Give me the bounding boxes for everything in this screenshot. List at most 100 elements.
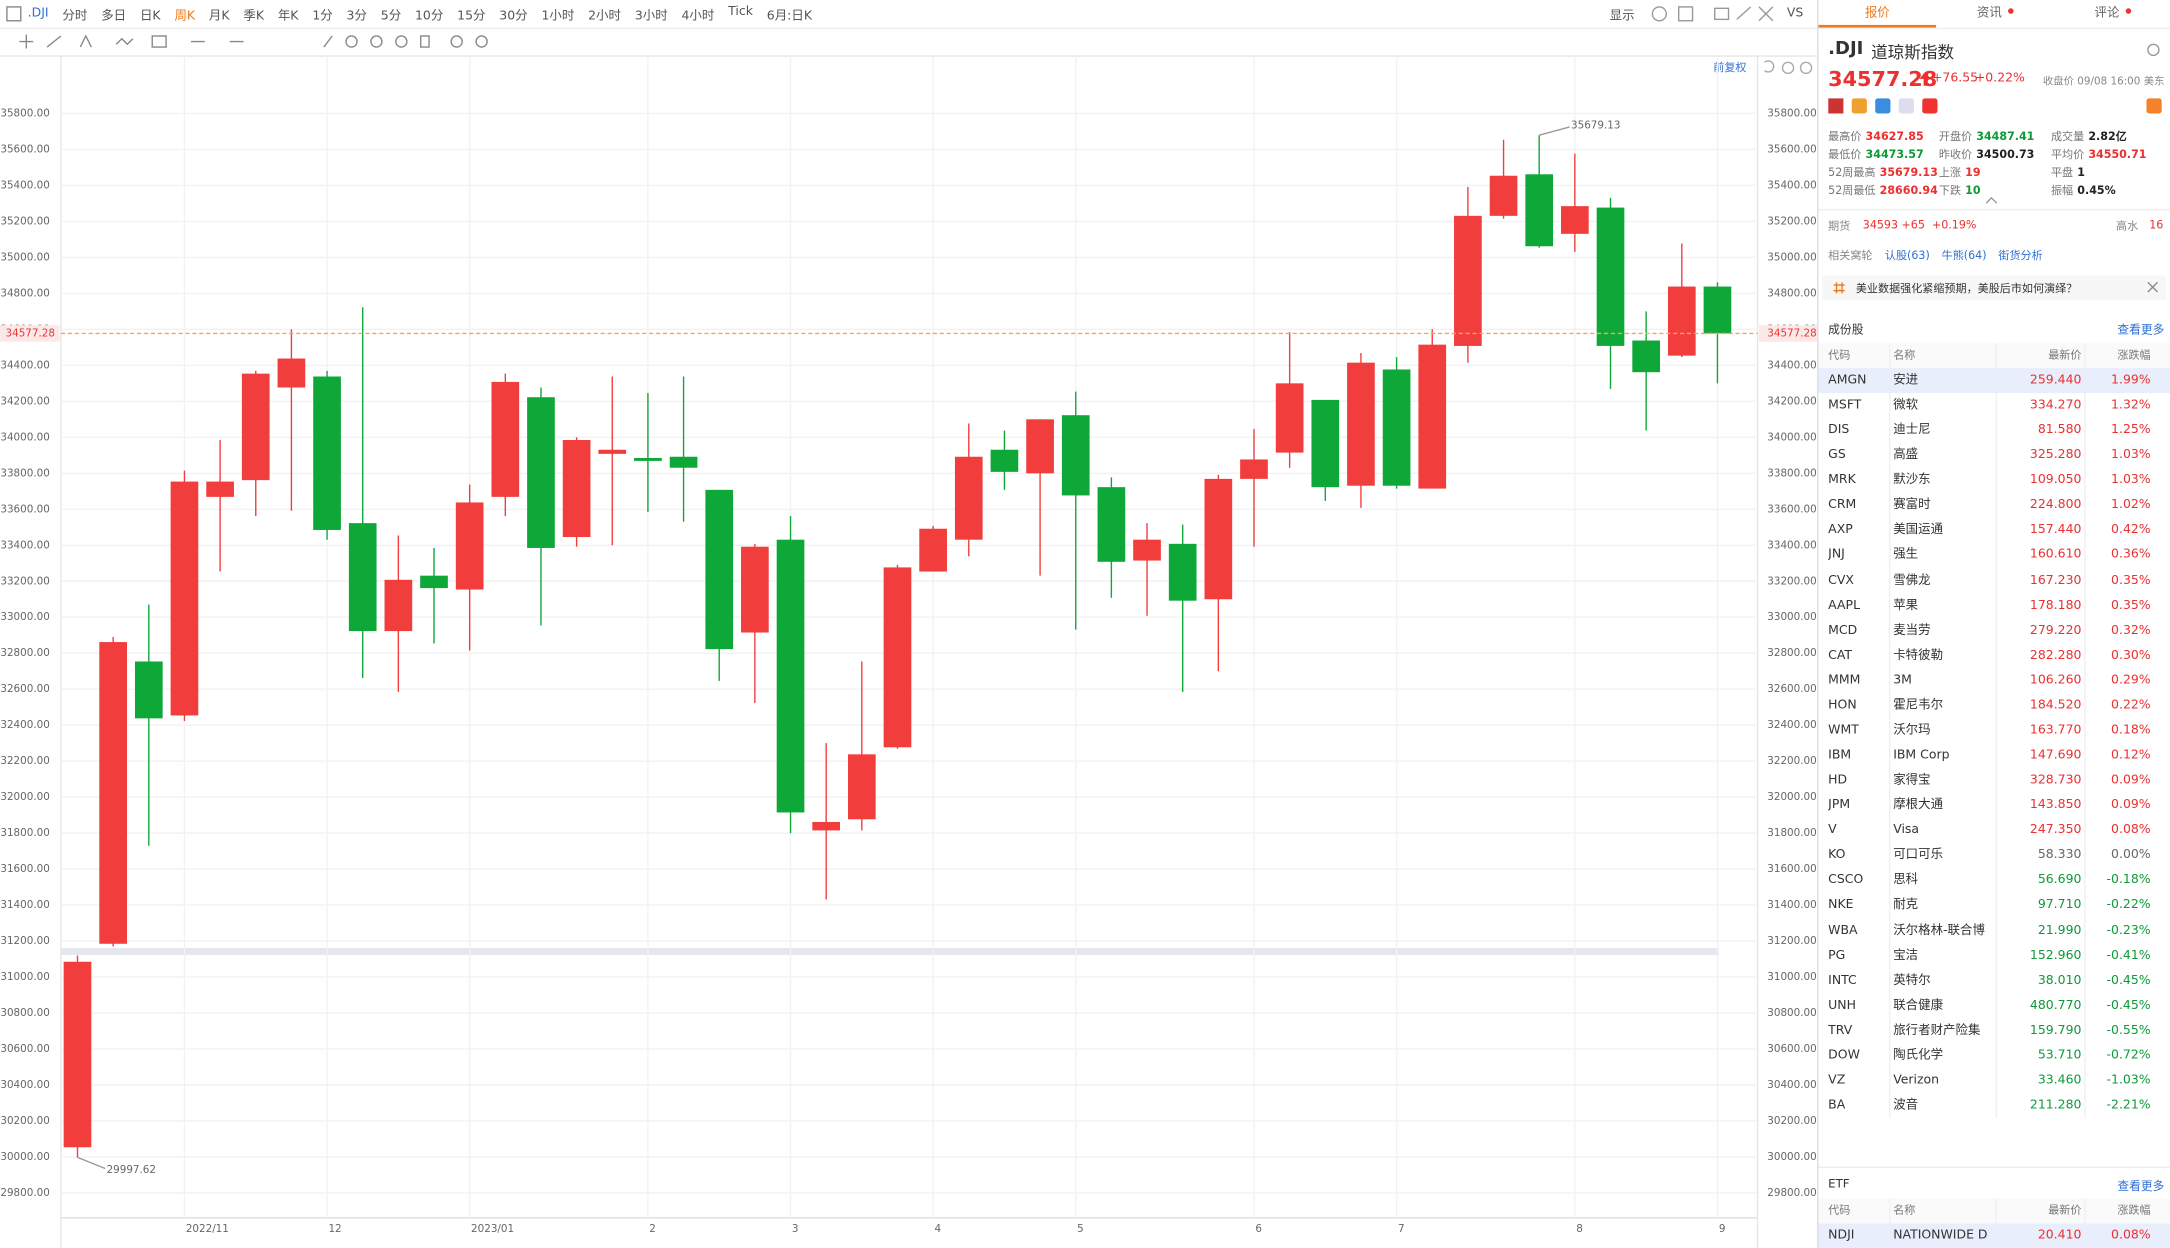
stat-label: 下跌 bbox=[1938, 184, 1962, 197]
period-option[interactable]: 周K bbox=[174, 8, 196, 23]
table-row[interactable]: V Visa 247.350 0.08% bbox=[1818, 818, 2170, 843]
warrant-link[interactable]: 街货分析 bbox=[1998, 249, 2043, 262]
table-row[interactable]: MRK 默沙东 109.050 1.03% bbox=[1818, 468, 2170, 493]
table-row[interactable]: WMT 沃尔玛 163.770 0.18% bbox=[1818, 718, 2170, 743]
news-text[interactable]: 美业数据强化紧缩预期，美股后市如何演绎？ bbox=[1855, 282, 2078, 295]
change-pct: -0.72% bbox=[2106, 1048, 2151, 1063]
name: 思科 bbox=[1893, 873, 1919, 888]
column-header[interactable]: 涨跌幅 bbox=[2117, 1204, 2151, 1217]
period-option[interactable]: 10分 bbox=[415, 8, 444, 23]
futures-price: 34593 bbox=[1862, 218, 1898, 232]
range-select[interactable]: 6月:日K bbox=[766, 8, 812, 23]
symbol[interactable]: .DJI bbox=[27, 6, 49, 21]
table-row[interactable]: CSCO 思科 56.690 -0.18% bbox=[1818, 868, 2170, 893]
table-row[interactable]: MMM 3M 106.260 0.29% bbox=[1818, 668, 2170, 693]
table-row[interactable]: DIS 迪士尼 81.580 1.25% bbox=[1818, 418, 2170, 443]
code: CRM bbox=[1828, 498, 1857, 513]
collapse-caret[interactable] bbox=[1985, 196, 1998, 204]
column-header[interactable]: 涨跌幅 bbox=[2117, 348, 2151, 362]
table-row[interactable]: KO 可口可乐 58.330 0.00% bbox=[1818, 843, 2170, 868]
name: 麦当劳 bbox=[1893, 623, 1931, 638]
panel-tab[interactable]: 评论 bbox=[2054, 0, 2170, 28]
compare[interactable]: VS bbox=[1786, 6, 1804, 21]
table-row[interactable]: BA 波音 211.280 -2.21% bbox=[1818, 1093, 2170, 1118]
table-row[interactable]: INTC 英特尔 38.010 -0.45% bbox=[1818, 968, 2170, 993]
period-option[interactable]: Tick bbox=[728, 4, 753, 19]
last-price: 160.610 bbox=[2029, 548, 2082, 563]
adjust-mode[interactable]: 前复权 bbox=[1713, 60, 1746, 74]
table-row[interactable]: CVX 雪佛龙 167.230 0.35% bbox=[1818, 568, 2170, 593]
period-option[interactable]: 30分 bbox=[499, 8, 528, 23]
toolbar-icons bbox=[1651, 6, 1774, 22]
table-row[interactable]: HON 霍尼韦尔 184.520 0.22% bbox=[1818, 693, 2170, 718]
panel-tab[interactable]: 报价 bbox=[1818, 0, 1937, 28]
table-row[interactable]: AXP 美国运通 157.440 0.42% bbox=[1818, 518, 2170, 543]
period-option[interactable]: 3小时 bbox=[634, 8, 668, 23]
stat-value: 10 bbox=[1965, 184, 1981, 197]
code: KO bbox=[1828, 848, 1846, 863]
period-option[interactable]: 5分 bbox=[380, 8, 402, 23]
close-icon[interactable] bbox=[2146, 281, 2159, 293]
price-tag: 34577.28 bbox=[6, 327, 55, 339]
code: JNJ bbox=[1828, 548, 1845, 563]
price-tag-bg bbox=[1758, 325, 1818, 342]
last-price: 97.710 bbox=[2037, 898, 2082, 913]
split-band bbox=[60, 947, 1719, 955]
name: 旅行者财产险集 bbox=[1893, 1023, 1981, 1038]
y-tick-label: 35000.00 bbox=[0, 251, 49, 263]
settings-icon[interactable] bbox=[2145, 42, 2162, 59]
warrant-link[interactable]: 牛熊(64) bbox=[1941, 249, 1987, 262]
table-row[interactable]: NDJI NATIONWIDE D 20.410 0.08% bbox=[1818, 1223, 2170, 1248]
view-more[interactable]: 查看更多 bbox=[2117, 323, 2165, 338]
table-row[interactable]: VZ Verizon 33.460 -1.03% bbox=[1818, 1068, 2170, 1093]
change-pct: -0.18% bbox=[2106, 873, 2151, 888]
price-tag-bg bbox=[0, 325, 60, 342]
table-row[interactable]: GS 高盛 325.280 1.03% bbox=[1818, 443, 2170, 468]
y-tick-label-right: 33200.00 bbox=[1767, 575, 1816, 587]
period-option[interactable]: 15分 bbox=[457, 8, 486, 23]
period-option[interactable]: 多日 bbox=[101, 8, 127, 23]
period-option[interactable]: 2小时 bbox=[588, 8, 621, 23]
y-tick-label-right: 35800.00 bbox=[1767, 107, 1816, 119]
table-row[interactable]: NKE 耐克 97.710 -0.22% bbox=[1818, 893, 2170, 918]
column-header[interactable]: 最新价 bbox=[2048, 348, 2082, 362]
period-option[interactable]: 1分 bbox=[312, 8, 333, 23]
period-option[interactable]: 季K bbox=[243, 8, 265, 23]
table-row[interactable]: TRV 旅行者财产险集 159.790 -0.55% bbox=[1818, 1018, 2170, 1043]
period-option[interactable]: 日K bbox=[139, 8, 161, 23]
period-option[interactable]: 月K bbox=[208, 8, 230, 23]
period-option[interactable]: 1小时 bbox=[541, 8, 575, 23]
period-option[interactable]: 4小时 bbox=[681, 8, 715, 23]
table-row[interactable]: WBA 沃尔格林-联合博 21.990 -0.23% bbox=[1818, 918, 2170, 943]
period-option[interactable]: 年K bbox=[277, 8, 299, 23]
stat: 开盘价 34487.41 bbox=[1939, 129, 2035, 144]
table-row[interactable]: DOW 陶氏化学 53.710 -0.72% bbox=[1818, 1043, 2170, 1068]
table-row[interactable]: MCD 麦当劳 279.220 0.32% bbox=[1818, 618, 2170, 643]
table-row[interactable]: MSFT 微软 334.270 1.32% bbox=[1818, 393, 2170, 418]
period-option[interactable]: 3分 bbox=[346, 8, 367, 23]
table-row[interactable]: UNH 联合健康 480.770 -0.45% bbox=[1818, 993, 2170, 1018]
column-header[interactable]: 最新价 bbox=[2048, 1204, 2082, 1217]
table-row[interactable]: JPM 摩根大通 143.850 0.09% bbox=[1818, 793, 2170, 818]
period-option[interactable]: 分时 bbox=[62, 8, 88, 23]
table-row[interactable]: IBM IBM Corp 147.690 0.12% bbox=[1818, 743, 2170, 768]
table-row[interactable]: PG 宝洁 152.960 -0.41% bbox=[1818, 943, 2170, 968]
table-row[interactable]: JNJ 强生 160.610 0.36% bbox=[1818, 543, 2170, 568]
last-price: 157.440 bbox=[2029, 523, 2082, 538]
quote-change: +76.55 bbox=[1931, 71, 1979, 86]
last-price: 167.230 bbox=[2029, 573, 2082, 588]
panel-tab[interactable]: 资讯 bbox=[1936, 0, 2054, 28]
news-icon bbox=[1833, 282, 1845, 294]
table-row[interactable]: AAPL 苹果 178.180 0.35% bbox=[1818, 593, 2170, 618]
warrant-link[interactable]: 认股(63) bbox=[1884, 249, 1930, 262]
view-more[interactable]: 查看更多 bbox=[2117, 1180, 2165, 1195]
table-row[interactable]: AMGN 安进 259.440 1.99% bbox=[1818, 368, 2170, 394]
table-row[interactable]: CAT 卡特彼勒 282.280 0.30% bbox=[1818, 643, 2170, 668]
name: 高盛 bbox=[1893, 448, 1919, 463]
table-row[interactable]: CRM 赛富时 224.800 1.02% bbox=[1818, 493, 2170, 518]
table-row[interactable]: HD 家得宝 328.730 0.09% bbox=[1818, 768, 2170, 793]
warrants-label: 相关窝轮 bbox=[1828, 249, 1873, 262]
display-menu[interactable]: 显示 bbox=[1609, 8, 1635, 23]
news-banner[interactable] bbox=[1822, 275, 2166, 301]
futures-change: +65 bbox=[1901, 218, 1925, 232]
